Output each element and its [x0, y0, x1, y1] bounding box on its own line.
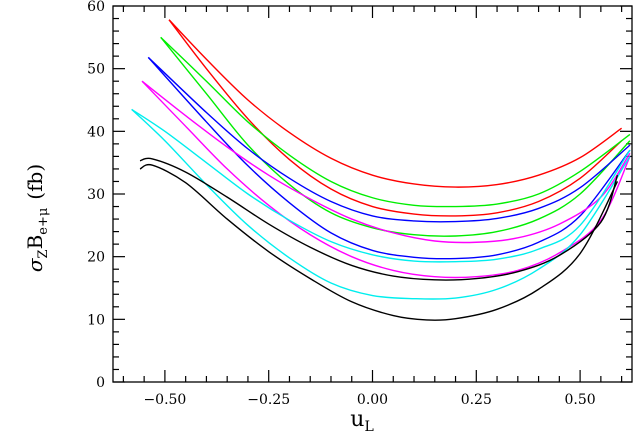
x-tick-label: −0.25 [247, 392, 290, 408]
tick-labels: −0.50 −0.25 0.00 0.25 0.50 0 10 20 30 40 50 60 [87, 0, 596, 408]
y-tick-label: 50 [87, 62, 105, 78]
y-axis-label-unit: (fb) [23, 164, 47, 200]
series-line-5 [147, 56, 631, 223]
series-line-9 [131, 108, 631, 263]
y-tick-label: 0 [96, 375, 105, 391]
series-line-6 [147, 56, 631, 260]
series-line-1 [168, 19, 623, 188]
series-line-12 [139, 163, 619, 321]
y-tick-label: 30 [87, 187, 105, 203]
series-group [131, 19, 631, 321]
y-axis-label: σZBe+μ (fb) [23, 164, 51, 272]
axis-ticks [113, 5, 632, 383]
series-line-4 [160, 36, 631, 237]
y-axis-label-b-subscript: e+μ [36, 208, 51, 235]
y-tick-label: 40 [87, 124, 105, 140]
y-axis-label-sigma: σ [23, 257, 47, 272]
y-tick-label: 60 [87, 0, 105, 15]
x-axis-label-subscript: L [364, 419, 373, 435]
x-axis-label-main: u [350, 407, 364, 432]
series-line-3 [160, 36, 631, 208]
x-tick-label: 0.50 [565, 392, 596, 408]
series-line-2 [168, 19, 623, 217]
x-tick-label: 0.00 [357, 392, 388, 408]
series-line-8 [141, 80, 631, 279]
y-tick-label: 20 [87, 250, 105, 266]
x-tick-label: −0.50 [143, 392, 186, 408]
x-tick-label: 0.25 [461, 392, 492, 408]
series-line-10 [131, 108, 631, 300]
y-axis-label-sigma-subscript: Z [36, 249, 51, 258]
y-tick-label: 10 [87, 312, 105, 328]
x-axis-label: uL [350, 407, 373, 435]
series-line-7 [141, 80, 631, 244]
series-line-11 [139, 157, 619, 281]
y-axis-label-b: B [23, 235, 47, 250]
